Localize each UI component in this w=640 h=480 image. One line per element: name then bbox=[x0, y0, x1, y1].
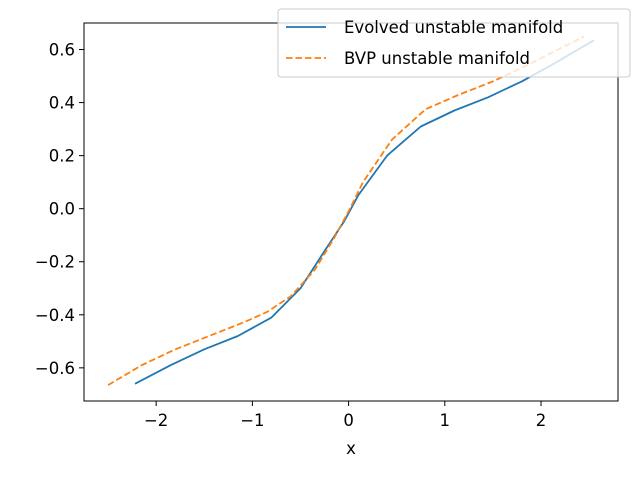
x-axis: −2 −1 0 1 2 bbox=[144, 401, 546, 430]
y-tick-label: −0.6 bbox=[35, 359, 75, 378]
y-axis: −0.6 −0.4 −0.2 0.0 0.2 0.4 0.6 bbox=[35, 41, 84, 378]
x-tick-label: 0 bbox=[343, 411, 354, 430]
plot-lines bbox=[107, 35, 595, 386]
x-axis-label: x bbox=[346, 439, 356, 458]
y-tick-label: −0.4 bbox=[35, 306, 75, 325]
y-tick-label: −0.2 bbox=[35, 253, 75, 272]
y-tick-label: 0.0 bbox=[49, 200, 75, 219]
legend: Evolved unstable manifold BVP unstable m… bbox=[277, 8, 631, 78]
x-tick-label: 2 bbox=[536, 411, 547, 430]
y-tick-label: 0.4 bbox=[49, 94, 75, 113]
legend-box bbox=[277, 8, 631, 78]
legend-label-bvp: BVP unstable manifold bbox=[344, 49, 530, 68]
series-line-evolved bbox=[134, 39, 595, 385]
x-tick-label: −2 bbox=[144, 411, 168, 430]
x-tick-label: −1 bbox=[240, 411, 264, 430]
legend-label-evolved: Evolved unstable manifold bbox=[344, 18, 563, 37]
y-tick-label: 0.6 bbox=[49, 41, 75, 60]
x-tick-label: 1 bbox=[440, 411, 451, 430]
y-tick-label: 0.2 bbox=[49, 147, 75, 166]
series-line-bvp bbox=[107, 35, 585, 386]
